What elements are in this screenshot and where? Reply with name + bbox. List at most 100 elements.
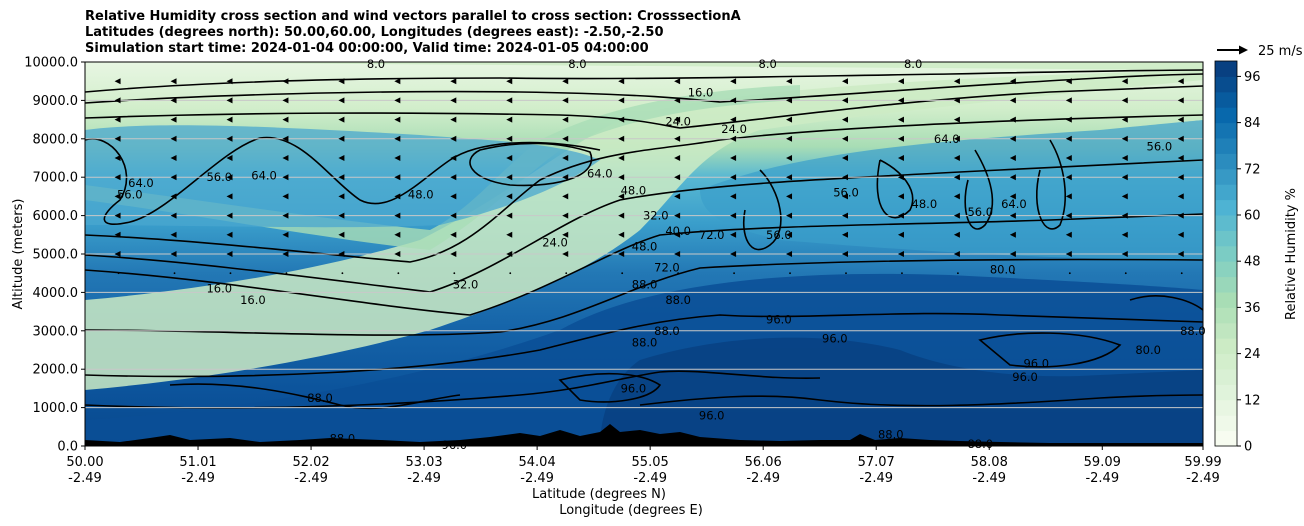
chart-title-line-2: Latitudes (degrees north): 50.00,60.00, … bbox=[85, 25, 664, 40]
wind-vector bbox=[674, 193, 681, 200]
wind-vector bbox=[450, 155, 457, 161]
wind-vector bbox=[842, 97, 849, 104]
wind-vector bbox=[506, 97, 513, 104]
wind-vector bbox=[450, 116, 457, 123]
wind-vector bbox=[842, 251, 849, 257]
wind-vector bbox=[338, 135, 345, 142]
colorbar-segment bbox=[1215, 322, 1237, 339]
wind-vector bbox=[450, 97, 457, 104]
wind-vector bbox=[114, 231, 121, 238]
contour-label: 16.0 bbox=[206, 282, 232, 296]
wind-vector bbox=[338, 78, 345, 85]
colorbar-tick-label: 60 bbox=[1244, 209, 1261, 224]
contour-label: 80.0 bbox=[990, 262, 1016, 276]
wind-vector bbox=[1177, 231, 1184, 238]
colorbar-segment bbox=[1215, 184, 1237, 201]
x-tick-label-lon: -2.49 bbox=[520, 471, 554, 486]
wind-vector bbox=[114, 97, 121, 104]
chart-title-line-3: Simulation start time: 2024-01-04 00:00:… bbox=[85, 41, 649, 56]
wind-vector bbox=[506, 135, 513, 142]
wind-vector bbox=[897, 251, 904, 257]
wind-vector bbox=[282, 174, 289, 181]
wind-vector bbox=[730, 251, 737, 257]
wind-vector bbox=[450, 193, 457, 200]
wind-vector bbox=[170, 251, 177, 257]
contour-label: 8.0 bbox=[904, 57, 922, 71]
wind-vector bbox=[897, 212, 904, 219]
wind-vector bbox=[674, 174, 681, 181]
wind-vector bbox=[226, 193, 233, 200]
wind-vector bbox=[226, 116, 233, 123]
y-tick-label: 2000.0 bbox=[33, 363, 79, 378]
contour-label: 56.0 bbox=[206, 170, 232, 184]
wind-vector bbox=[842, 174, 849, 181]
wind-vector bbox=[786, 231, 793, 238]
wind-vector bbox=[733, 272, 735, 275]
y-tick-label: 1000.0 bbox=[33, 401, 79, 416]
colorbar-segment bbox=[1215, 338, 1237, 355]
colorbar-segment bbox=[1215, 369, 1237, 385]
contour-label: 8.0 bbox=[568, 57, 586, 71]
wind-vector bbox=[394, 231, 401, 238]
wind-vector bbox=[173, 272, 176, 275]
wind-vector bbox=[786, 78, 793, 85]
contour-label: 48.0 bbox=[621, 184, 647, 198]
wind-vector bbox=[1068, 272, 1071, 275]
wind-vector bbox=[1065, 231, 1072, 238]
wind-vector bbox=[394, 251, 401, 257]
wind-vector bbox=[226, 251, 233, 257]
wind-vector bbox=[226, 135, 233, 142]
wind-vector bbox=[1009, 174, 1016, 181]
contour-label: 96.0 bbox=[621, 381, 647, 395]
contour-label: 72.0 bbox=[699, 228, 725, 242]
wind-vector bbox=[842, 78, 849, 85]
wind-vector bbox=[338, 212, 345, 219]
wind-vector bbox=[1065, 135, 1072, 142]
wind-vector bbox=[114, 212, 121, 219]
colorbar-tick-label: 36 bbox=[1244, 301, 1261, 316]
wind-vector bbox=[1121, 231, 1128, 238]
wind-vector bbox=[786, 251, 793, 257]
wind-vector bbox=[953, 193, 960, 200]
x-axis-label-2: Longitude (degrees E) bbox=[559, 503, 703, 518]
colorbar-segment bbox=[1215, 168, 1237, 185]
wind-vector bbox=[1009, 231, 1016, 238]
y-tick-label: 4000.0 bbox=[33, 286, 79, 301]
y-tick-label: 3000.0 bbox=[33, 324, 79, 339]
x-tick-label-lat: 58.08 bbox=[971, 455, 1008, 470]
wind-vector bbox=[674, 78, 681, 85]
x-tick-label-lat: 57.07 bbox=[858, 455, 895, 470]
wind-vector bbox=[842, 193, 849, 200]
x-tick-label-lat: 53.03 bbox=[405, 455, 442, 470]
wind-vector bbox=[897, 97, 904, 104]
contour-label: 56.0 bbox=[1147, 139, 1173, 153]
x-tick-label-lat: 51.01 bbox=[179, 455, 216, 470]
colorbar-segment bbox=[1215, 153, 1237, 170]
wind-vector bbox=[226, 78, 233, 85]
wind-vector bbox=[506, 193, 513, 200]
wind-vector bbox=[1177, 135, 1184, 142]
wind-vector bbox=[394, 78, 401, 85]
wind-vector bbox=[450, 174, 457, 181]
contour-label: 64.0 bbox=[1001, 197, 1027, 211]
wind-vector bbox=[897, 155, 904, 161]
wind-vector bbox=[506, 251, 513, 257]
wind-vector bbox=[1177, 251, 1184, 257]
colorbar-tick-label: 96 bbox=[1244, 70, 1261, 85]
x-tick-label-lon: -2.49 bbox=[746, 471, 780, 486]
wind-vector bbox=[953, 231, 960, 238]
wind-vector bbox=[674, 116, 681, 123]
wind-vector bbox=[786, 97, 793, 104]
wind-vector bbox=[1009, 155, 1016, 161]
contour-label: 88.0 bbox=[307, 391, 333, 405]
colorbar-label: Relative Humidity % bbox=[1284, 188, 1299, 320]
contour-label: 56.0 bbox=[967, 205, 993, 219]
wind-vector bbox=[786, 212, 793, 219]
wind-vector bbox=[282, 135, 289, 142]
x-tick-label-lon: -2.49 bbox=[1085, 471, 1119, 486]
contour-label: 88.0 bbox=[330, 431, 356, 445]
wind-vector bbox=[114, 135, 121, 142]
wind-vector bbox=[562, 97, 569, 104]
wind-vector bbox=[1121, 251, 1128, 257]
contour-label: 16.0 bbox=[240, 293, 266, 307]
